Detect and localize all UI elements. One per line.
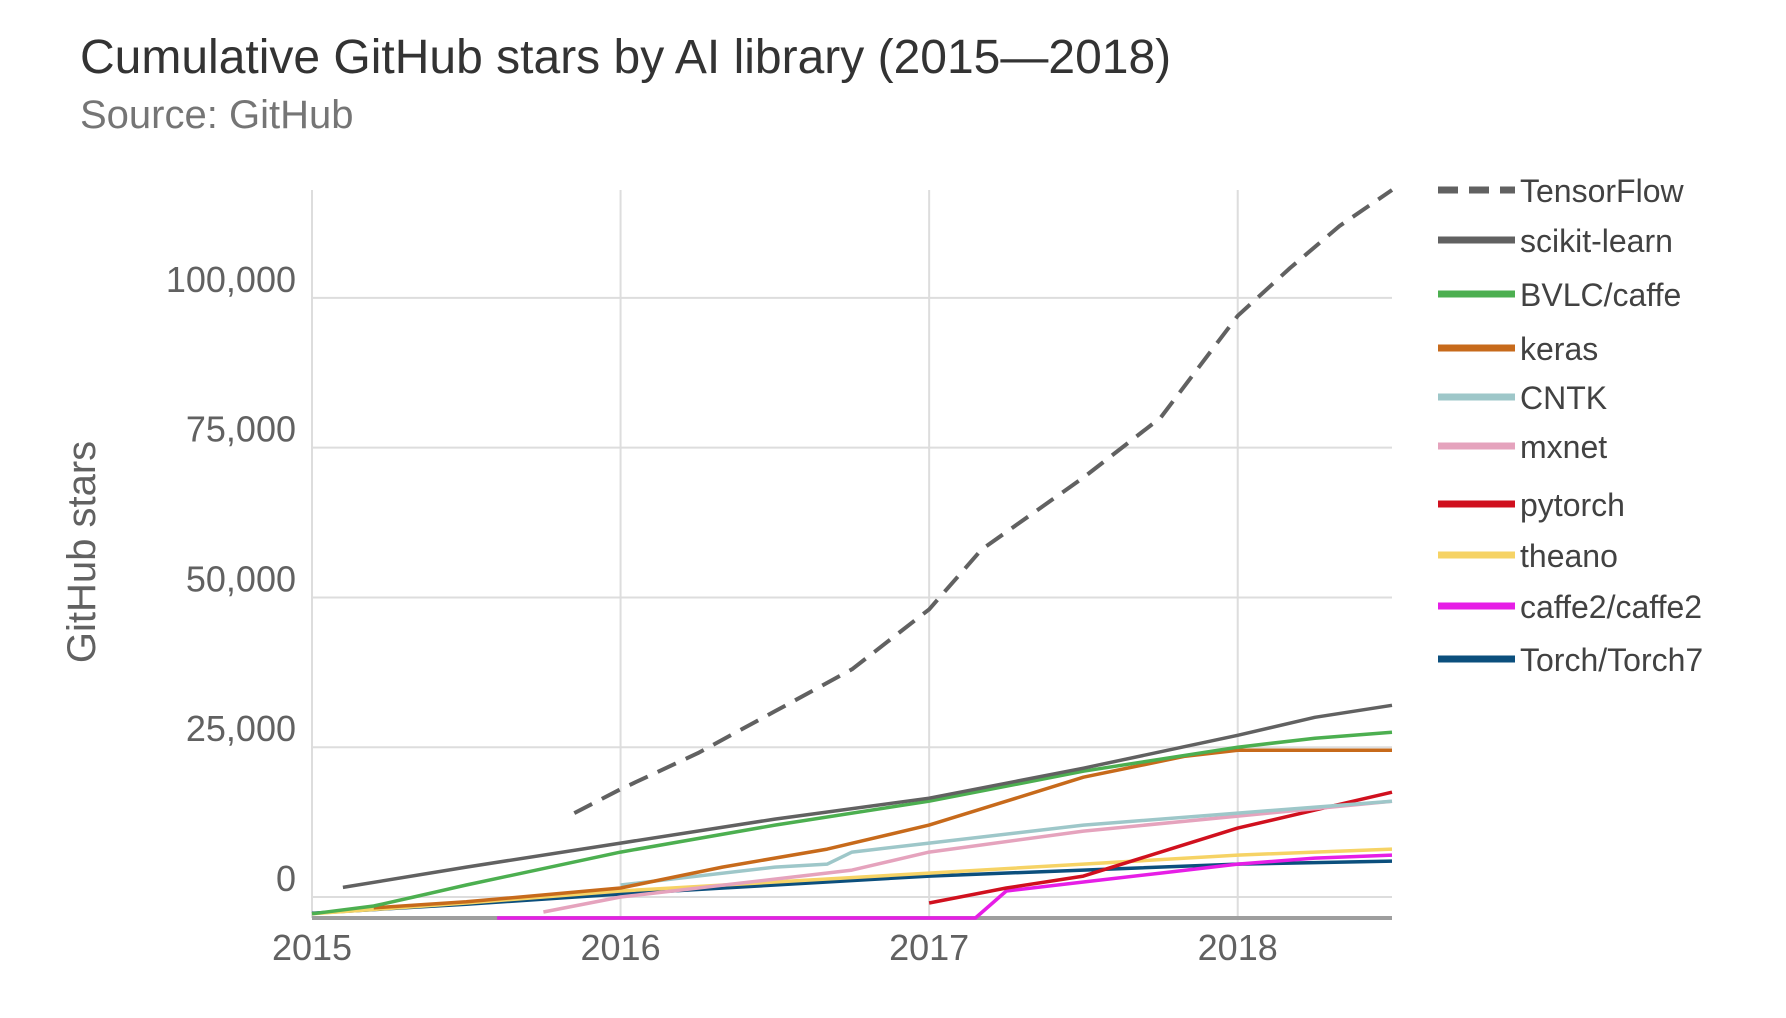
legend-item: scikit-learn <box>1438 223 1673 259</box>
legend-item: theano <box>1438 538 1618 574</box>
legend-item: BVLC/caffe <box>1438 277 1681 313</box>
chart-subtitle: Source: GitHub <box>80 93 354 137</box>
legend-item: caffe2/caffe2 <box>1438 589 1702 625</box>
legend: TensorFlow scikit-learn BVLC/caffe keras CNT… <box>1438 173 1703 678</box>
x-tick-label: 2018 <box>1198 927 1278 968</box>
legend-label: pytorch <box>1520 487 1625 523</box>
series-line-scikit-learn <box>342 703 1393 890</box>
series-line-caffe2-caffe2 <box>497 853 1393 920</box>
legend-label: Torch/Torch7 <box>1520 642 1703 678</box>
legend-label: mxnet <box>1520 429 1607 465</box>
x-tick-label: 2016 <box>581 927 661 968</box>
y-axis-label: GitHub stars <box>60 441 104 663</box>
legend-label: scikit-learn <box>1520 223 1673 259</box>
legend-label: BVLC/caffe <box>1520 277 1681 313</box>
x-tick-label: 2015 <box>272 927 352 968</box>
legend-item: keras <box>1438 331 1598 367</box>
x-tick-label: 2017 <box>889 927 969 968</box>
series-line-tensorflow <box>573 188 1394 815</box>
legend-item: pytorch <box>1438 487 1625 523</box>
y-tick-label: 75,000 <box>186 409 296 450</box>
legend-item: mxnet <box>1438 429 1607 465</box>
y-tick-label: 100,000 <box>166 259 296 300</box>
series-line-bvlc-caffe <box>311 730 1393 916</box>
legend-item: TensorFlow <box>1438 173 1685 209</box>
chart-title: Cumulative GitHub stars by AI library (2… <box>80 31 1172 84</box>
legend-label: caffe2/caffe2 <box>1520 589 1702 625</box>
y-tick-label: 0 <box>276 858 296 899</box>
axes: 0 25,000 50,000 75,000 100,000 2015 2016 2017 20… <box>166 259 1392 968</box>
y-tick-label: 25,000 <box>186 708 296 749</box>
legend-item: CNTK <box>1438 380 1607 416</box>
legend-label: theano <box>1520 538 1618 574</box>
legend-label: keras <box>1520 331 1598 367</box>
y-tick-label: 50,000 <box>186 558 296 599</box>
legend-label: CNTK <box>1520 380 1607 416</box>
legend-label: TensorFlow <box>1520 173 1685 209</box>
series-lines <box>311 188 1394 920</box>
legend-item: Torch/Torch7 <box>1438 642 1703 678</box>
series-line-mxnet <box>543 799 1393 914</box>
series-line-cntk <box>620 799 1393 887</box>
